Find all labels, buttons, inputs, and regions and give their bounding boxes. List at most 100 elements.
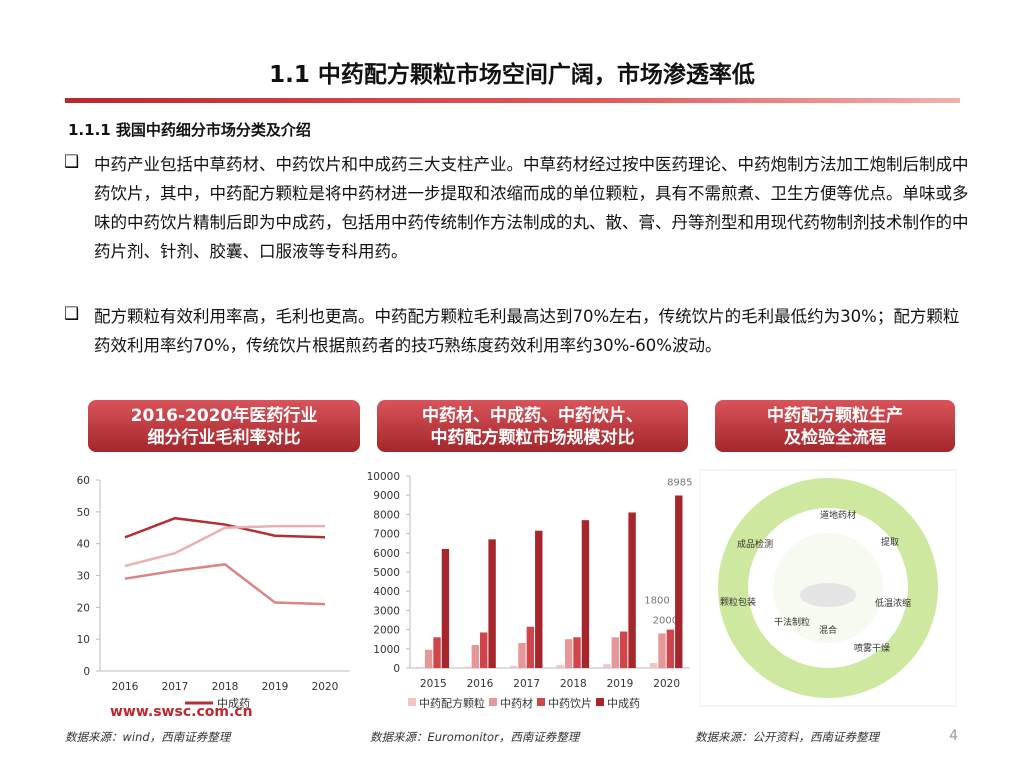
bullet-box: ❑: [64, 152, 80, 172]
bar: [620, 631, 628, 668]
y-tick-label: 4000: [373, 586, 400, 598]
y-tick-label: 20: [77, 602, 90, 614]
x-tick-label: 2018: [212, 681, 239, 693]
bar: [649, 663, 658, 668]
bar: [509, 665, 518, 668]
banner: [715, 400, 955, 452]
x-tick-label: 2017: [162, 681, 189, 693]
legend-label: 中药材: [500, 696, 533, 710]
legend-swatch: [537, 698, 545, 706]
step-label: 提取: [881, 537, 899, 548]
bar: [488, 539, 496, 668]
x-tick-label: 2020: [653, 678, 680, 690]
y-tick-label: 5000: [373, 567, 400, 579]
x-tick-label: 2018: [560, 678, 587, 690]
y-tick-label: 7000: [373, 529, 400, 541]
step-label: 喷雾干燥: [854, 643, 890, 654]
x-tick-label: 2016: [467, 678, 494, 690]
legend-label: 中药配方颗粒: [419, 696, 485, 710]
y-tick-label: 9000: [373, 490, 400, 502]
source: 数据来源：Euromonitor，西南证券整理: [370, 730, 581, 744]
legend-label: 中成药: [607, 697, 640, 710]
banner-text: 中药材、中成药、中药饮片、: [422, 405, 643, 426]
bar: [424, 649, 433, 668]
page-number: 4: [949, 728, 958, 744]
banner: [377, 400, 688, 452]
bar: [564, 639, 573, 668]
y-tick-label: 6000: [373, 548, 400, 560]
bullet-text: 中药产业包括中草药材、中药饮片和中成药三大支柱产业。中草药材经过按中医药理论、中…: [94, 155, 969, 261]
line: [124, 516, 326, 539]
bullet-text: 配方颗粒有效利用率高，毛利也更高。中药配方颗粒毛利最高达到70%左右，传统饮片的…: [94, 307, 960, 355]
bar: [535, 530, 543, 668]
bar: [581, 520, 590, 668]
banner-text: 中药配方颗粒生产: [767, 405, 903, 426]
x-tick-label: 2020: [312, 681, 339, 693]
y-tick-label: 40: [77, 539, 90, 551]
x-tick-label: 2015: [420, 678, 447, 690]
legend-swatch: [489, 698, 497, 706]
bar: [518, 643, 526, 668]
legend-label: 中成药: [217, 697, 250, 710]
y-tick-label: 3000: [373, 605, 400, 617]
banner: [88, 400, 360, 452]
bar: [416, 667, 424, 668]
step-label: 低温浓缩: [875, 597, 911, 609]
step-label: 颗粒包装: [720, 596, 756, 608]
y-tick-label: 50: [77, 507, 90, 519]
x-tick-label: 2017: [513, 678, 540, 690]
y-tick-label: 0: [393, 663, 400, 675]
bar: [658, 633, 666, 668]
banner-text: 中药配方颗粒市场规模对比: [431, 427, 635, 448]
y-tick-label: 10: [77, 634, 90, 646]
source: 数据来源：wind，西南证券整理: [65, 730, 232, 744]
line: [124, 524, 325, 568]
subtitle: 1.1.1 我国中药细分市场分类及介绍: [68, 121, 311, 139]
diagram-ring: [718, 478, 938, 698]
title: 1.1 中药配方颗粒市场空间广阔，市场渗透率低: [269, 62, 755, 88]
value-label: 2000: [653, 616, 678, 627]
step-label: 干法制粒: [774, 616, 810, 628]
bullet-box: ❑: [64, 304, 80, 324]
bar: [433, 637, 441, 668]
legend-swatch: [596, 698, 604, 706]
source: 数据来源：公开资料，西南证券整理: [695, 730, 880, 744]
x-tick-label: 2019: [262, 681, 289, 693]
y-tick-label: 8000: [373, 509, 400, 521]
bar: [611, 637, 619, 668]
banner-text: 细分行业毛利率对比: [148, 427, 301, 448]
legend-label: 中药饮片: [548, 697, 592, 710]
banner-text: 2016-2020年医药行业: [131, 405, 318, 426]
y-tick-label: 0: [83, 666, 90, 678]
bar: [480, 632, 488, 668]
y-tick-label: 10000: [367, 471, 400, 483]
y-tick-label: 60: [77, 475, 90, 487]
legend-swatch: [408, 698, 416, 706]
logo: www.swsc.com.cn: [110, 704, 253, 720]
bar: [675, 495, 683, 668]
line: [124, 563, 326, 606]
bar: [628, 512, 636, 668]
title-rule: [65, 98, 960, 103]
step-label: 混合: [819, 624, 837, 636]
bar: [441, 548, 450, 668]
value-label: 8985: [667, 477, 692, 488]
y-tick-label: 2000: [373, 625, 400, 637]
bar: [463, 666, 471, 668]
bar: [526, 626, 535, 668]
step-label: 成品检测: [737, 538, 773, 550]
bar: [471, 644, 479, 668]
banner-text: 及检验全流程: [784, 427, 886, 448]
value-label: 1800: [644, 595, 669, 606]
x-tick-label: 2016: [112, 681, 139, 693]
step-label: 道地药材: [820, 509, 856, 521]
cup: [800, 583, 856, 607]
bar: [556, 665, 564, 668]
x-tick-label: 2019: [607, 678, 634, 690]
y-tick-label: 1000: [373, 644, 400, 656]
y-tick-label: 30: [77, 571, 90, 583]
bar: [603, 664, 611, 668]
bar: [573, 637, 581, 668]
